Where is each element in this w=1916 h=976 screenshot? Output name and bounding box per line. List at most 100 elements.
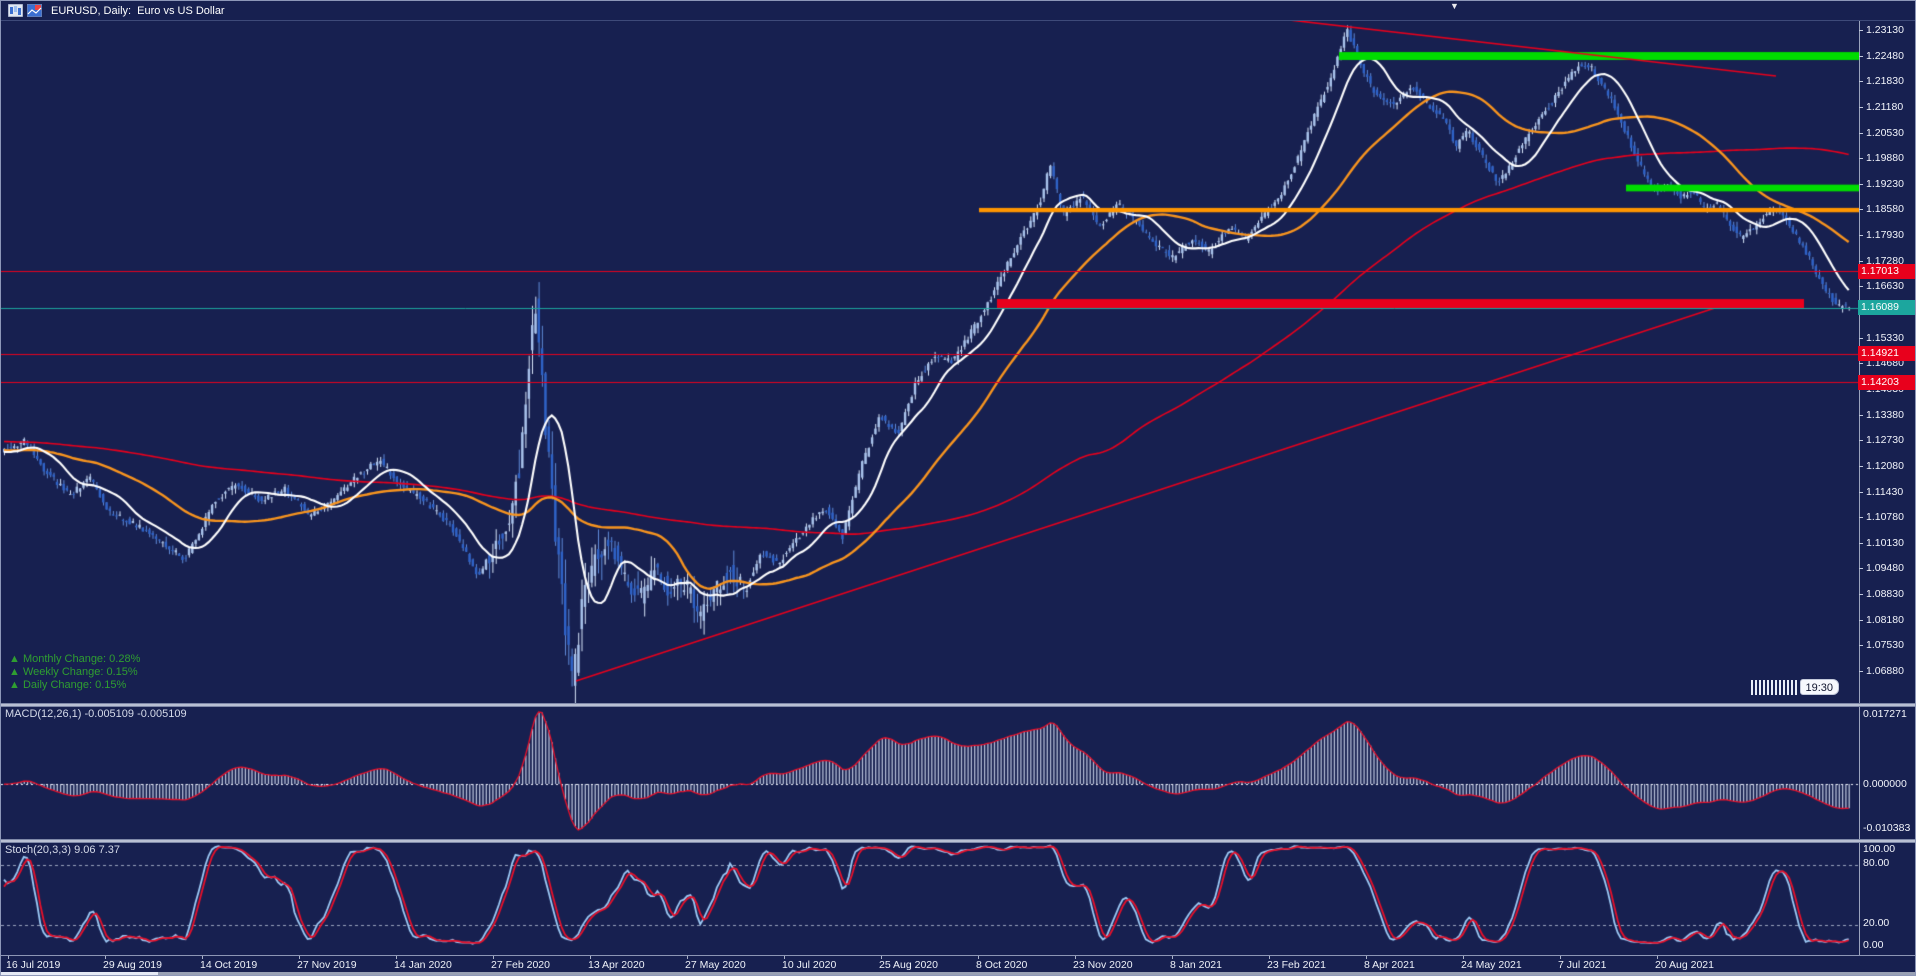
price-tickmark bbox=[1859, 619, 1863, 621]
date-label: 13 Apr 2020 bbox=[588, 959, 645, 971]
price-tickmark bbox=[1859, 81, 1863, 83]
stoch-label: Stoch(20,3,3) 9.06 7.37 bbox=[5, 844, 121, 856]
price-tickmark bbox=[1859, 440, 1863, 442]
price-tick: 1.13380 bbox=[1866, 408, 1904, 421]
price-tick: 1.22480 bbox=[1866, 49, 1904, 62]
horizontal-scrollbar-track[interactable] bbox=[1, 972, 1915, 975]
price-tickmark bbox=[1859, 363, 1863, 365]
horizontal-scrollbar-thumb[interactable] bbox=[1, 972, 158, 975]
main-price-chart[interactable] bbox=[1, 21, 1859, 703]
price-tick: 1.10130 bbox=[1866, 536, 1904, 549]
date-label: 23 Feb 2021 bbox=[1267, 959, 1326, 971]
stoch-axis-20: 20.00 bbox=[1863, 917, 1890, 929]
date-label: 8 Apr 2021 bbox=[1364, 959, 1415, 971]
price-tick: 1.12730 bbox=[1866, 434, 1904, 447]
price-tick: 1.17280 bbox=[1866, 254, 1904, 267]
price-tickmark bbox=[1859, 414, 1863, 416]
price-tickmark bbox=[1859, 106, 1863, 108]
price-tick: 1.21830 bbox=[1866, 75, 1904, 88]
price-tickmark bbox=[1859, 132, 1863, 134]
date-tickmark bbox=[1657, 956, 1658, 959]
level-price-tag: 1.17013 bbox=[1858, 263, 1915, 279]
price-tick: 1.08180 bbox=[1866, 613, 1904, 626]
date-label: 27 Nov 2019 bbox=[297, 959, 357, 971]
price-tick: 1.16630 bbox=[1866, 280, 1904, 293]
date-label: 29 Aug 2019 bbox=[103, 959, 162, 971]
price-tickmark bbox=[1859, 671, 1863, 673]
date-label: 14 Oct 2019 bbox=[200, 959, 258, 971]
weekly-change-label: ▲ Weekly Change: 0.15% bbox=[9, 666, 138, 678]
daily-change-label: ▲ Daily Change: 0.15% bbox=[9, 679, 127, 691]
price-tickmark bbox=[1859, 30, 1863, 31]
candle-timer: 19:30 bbox=[1751, 679, 1840, 695]
price-tick: 1.23130 bbox=[1866, 24, 1904, 36]
stochastic-indicator-chart[interactable] bbox=[1, 843, 1859, 955]
chart-titlebar: EURUSD, Daily: Euro vs US Dollar bbox=[1, 1, 1915, 21]
pane-separator[interactable] bbox=[1, 839, 1915, 843]
price-tickmark bbox=[1859, 594, 1863, 596]
date-label: 27 Feb 2020 bbox=[491, 959, 550, 971]
date-tickmark bbox=[105, 956, 106, 959]
price-tickmark bbox=[1859, 260, 1863, 262]
date-label: 10 Jul 2020 bbox=[782, 959, 837, 971]
level-price-tag: 1.14921 bbox=[1858, 346, 1915, 362]
date-tickmark bbox=[1269, 956, 1270, 959]
date-tickmark bbox=[1366, 956, 1367, 959]
macd-indicator-chart[interactable] bbox=[1, 707, 1859, 839]
price-tickmark bbox=[1859, 517, 1863, 519]
date-tickmark bbox=[493, 956, 494, 959]
price-tick: 1.07530 bbox=[1866, 639, 1904, 652]
monthly-change-label: ▲ Monthly Change: 0.28% bbox=[9, 653, 141, 665]
date-tickmark bbox=[978, 956, 979, 959]
date-label: 20 Aug 2021 bbox=[1655, 959, 1714, 971]
date-tickmark bbox=[202, 956, 203, 959]
chart-title: EURUSD, Daily: Euro vs US Dollar bbox=[51, 4, 225, 17]
date-tickmark bbox=[299, 956, 300, 959]
price-tickmark bbox=[1859, 465, 1863, 467]
price-tick: 1.20530 bbox=[1866, 126, 1904, 139]
macd-axis-zero: 0.000000 bbox=[1863, 778, 1907, 790]
price-tick: 1.11430 bbox=[1866, 485, 1904, 498]
date-label: 16 Jul 2019 bbox=[6, 959, 61, 971]
candlestick-chart-icon bbox=[7, 3, 24, 18]
date-tickmark bbox=[1172, 956, 1173, 959]
price-tickmark bbox=[1859, 337, 1863, 339]
stoch-axis-0: 0.00 bbox=[1863, 939, 1884, 951]
date-label: 8 Oct 2020 bbox=[976, 959, 1028, 971]
date-tickmark bbox=[881, 956, 882, 959]
price-tick: 1.18580 bbox=[1866, 203, 1904, 216]
price-axis-line bbox=[1859, 21, 1860, 955]
price-tickmark bbox=[1859, 491, 1863, 493]
price-tick: 1.06880 bbox=[1866, 665, 1904, 678]
date-tickmark bbox=[1075, 956, 1076, 959]
date-axis: 16 Jul 2019 29 Aug 2019 14 Oct 2019 27 Nov … bbox=[1, 955, 1915, 975]
price-tick: 1.09480 bbox=[1866, 562, 1904, 575]
price-tick: 1.21180 bbox=[1866, 100, 1904, 113]
date-tickmark bbox=[396, 956, 397, 959]
date-label: 23 Nov 2020 bbox=[1073, 959, 1133, 971]
bid-price-tag: 1.16089 bbox=[1858, 300, 1915, 316]
date-label: 24 May 2021 bbox=[1461, 959, 1522, 971]
stoch-axis-100: 100.00 bbox=[1863, 843, 1896, 855]
date-label: 7 Jul 2021 bbox=[1558, 959, 1607, 971]
price-tick: 1.15330 bbox=[1866, 331, 1904, 344]
date-label: 27 May 2020 bbox=[685, 959, 746, 971]
macd-axis-max: 0.017271 bbox=[1863, 708, 1907, 720]
timer-bars-icon bbox=[1751, 679, 1797, 695]
date-tickmark bbox=[687, 956, 688, 959]
symbol-marker-icon: ▼ bbox=[1450, 1, 1459, 11]
date-tickmark bbox=[1463, 956, 1464, 959]
price-tickmark bbox=[1859, 286, 1863, 288]
date-label: 25 Aug 2020 bbox=[879, 959, 938, 971]
price-tick: 1.19230 bbox=[1866, 177, 1904, 190]
date-label: 8 Jan 2021 bbox=[1170, 959, 1222, 971]
date-label: 14 Jan 2020 bbox=[394, 959, 452, 971]
date-tickmark bbox=[8, 956, 9, 959]
price-tickmark bbox=[1859, 542, 1863, 544]
price-tickmark bbox=[1859, 235, 1863, 237]
date-tickmark bbox=[590, 956, 591, 959]
line-chart-icon bbox=[26, 3, 43, 18]
level-price-tag: 1.14203 bbox=[1858, 374, 1915, 390]
pane-separator[interactable] bbox=[1, 703, 1915, 707]
